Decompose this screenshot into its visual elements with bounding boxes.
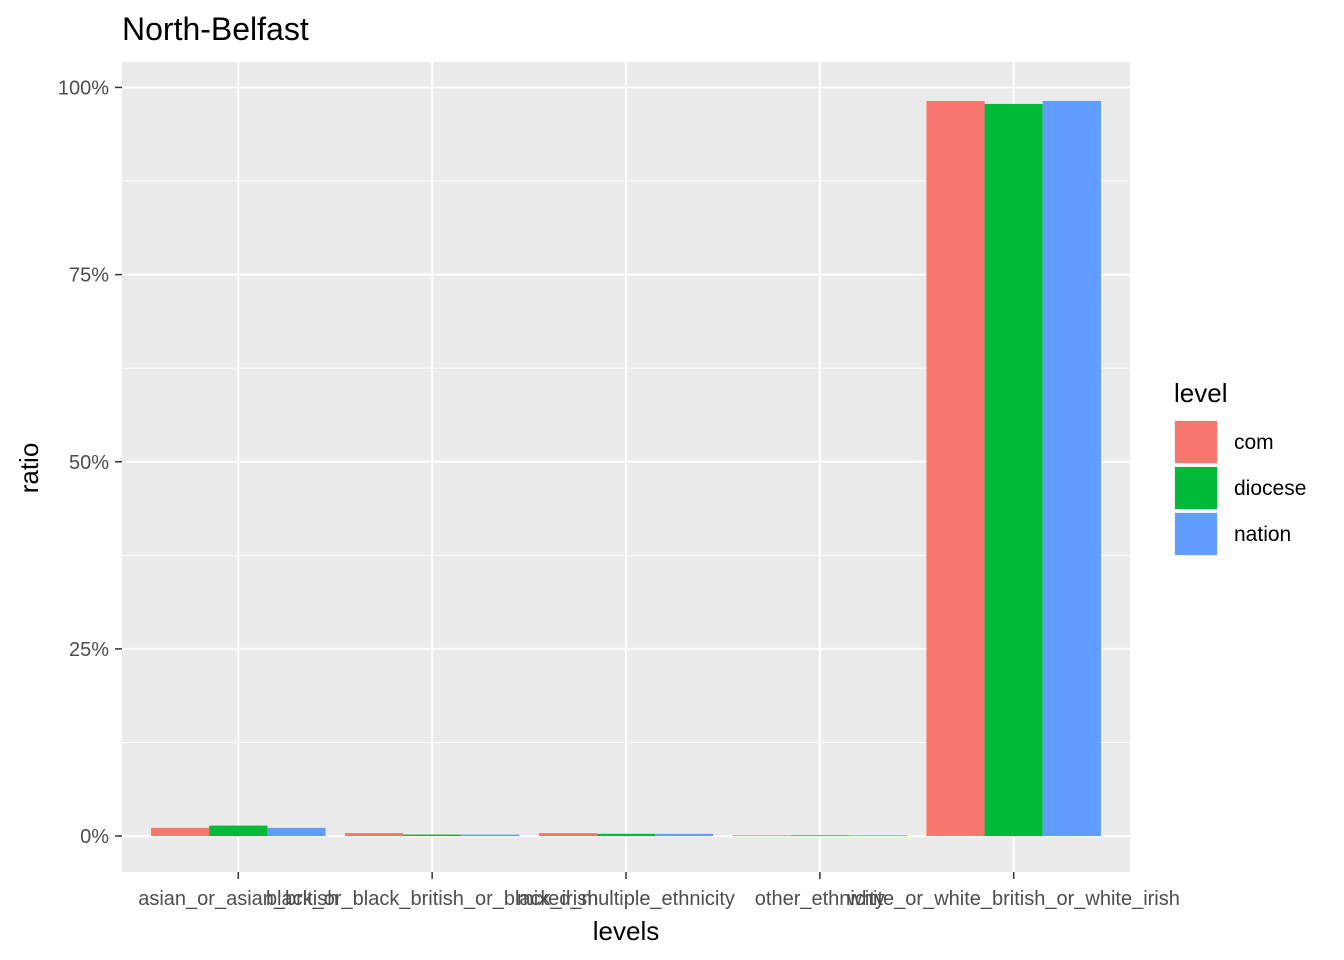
x-tick-label: black_or_black_british_or_black_irish (266, 888, 598, 910)
bar-nation-1 (461, 834, 520, 837)
y-tick-label: 25% (69, 639, 109, 661)
chart-title: North-Belfast (122, 11, 309, 47)
x-tick-label: mixed_multiple_ethnicity (517, 888, 735, 910)
bar-com-4 (926, 100, 985, 837)
bar-diocese-3 (790, 835, 849, 837)
x-tick-label: asian_or_asian_british (138, 888, 338, 910)
y-tick-label: 75% (69, 265, 109, 287)
y-tick-label: 100% (58, 77, 109, 99)
bar-diocese-1 (403, 834, 462, 837)
legend-swatch-com (1175, 421, 1217, 463)
legend-swatch-nation (1175, 513, 1217, 555)
bar-nation-0 (267, 827, 326, 837)
bars (151, 100, 1101, 837)
bar-com-0 (151, 827, 210, 837)
bar-diocese-2 (596, 833, 656, 837)
legend: level com diocese nation (1174, 378, 1306, 556)
x-axis-title: levels (593, 916, 659, 946)
legend-label-nation: nation (1234, 523, 1291, 546)
y-axis-title: ratio (14, 443, 44, 494)
bar-nation-4 (1042, 100, 1101, 837)
legend-label-diocese: diocese (1234, 477, 1306, 500)
x-tick-label: other_ethnicity (755, 888, 885, 910)
axes: 0% 25% 50% 75% 100% asian_or_asian_britishbla… (58, 77, 1180, 910)
bar-com-3 (732, 835, 791, 837)
legend-title: level (1174, 378, 1227, 408)
y-tick-label: 0% (80, 826, 109, 848)
y-tick-label: 50% (69, 452, 109, 474)
x-tick-label: white_or_white_british_or_white_irish (846, 888, 1179, 910)
legend-swatch-diocese (1175, 467, 1217, 509)
bar-diocese-0 (209, 825, 268, 837)
bar-nation-3 (848, 835, 908, 837)
bar-com-2 (538, 833, 597, 837)
bar-com-1 (344, 833, 404, 837)
legend-label-com: com (1234, 431, 1274, 454)
bar-nation-2 (655, 833, 714, 837)
bar-diocese-4 (984, 103, 1043, 837)
